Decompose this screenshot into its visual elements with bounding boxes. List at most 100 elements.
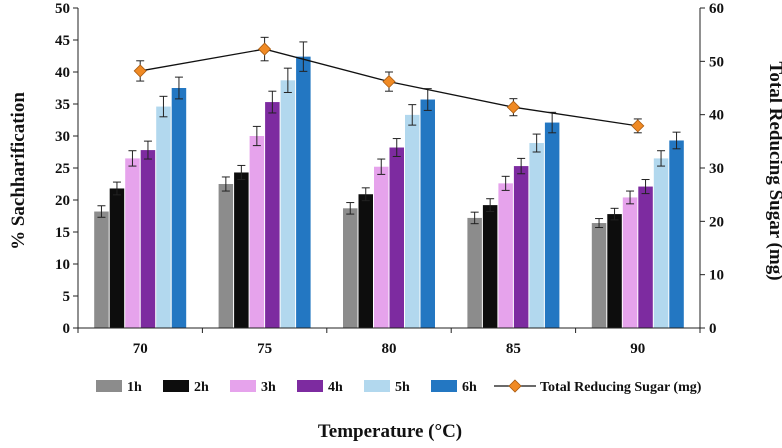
x-tick-label-80: 80 — [382, 341, 397, 357]
error-bar-4h-85 — [517, 157, 526, 175]
legend-label-4h: 4h — [328, 380, 343, 395]
error-bar-5h-80 — [408, 104, 417, 126]
legend-label-2h: 2h — [194, 380, 209, 395]
error-bar-3h-75 — [252, 125, 261, 147]
error-bar-5h-90 — [657, 150, 666, 167]
legend-swatch-3h — [230, 380, 256, 392]
x-tick-label-75: 75 — [257, 341, 272, 357]
y-axis-title: % Sachharification — [8, 92, 29, 250]
bar-5h-85 — [529, 143, 544, 328]
y2-tick-label: 40 — [709, 108, 724, 124]
legend-swatch-4h — [297, 380, 323, 392]
trs-marker-80 — [382, 75, 396, 89]
legend-marker-trs — [508, 379, 522, 393]
legend-item-trs: Total Reducing Sugar (mg) — [494, 379, 702, 395]
line-series-layer — [133, 36, 645, 134]
y2-tick-label: 60 — [709, 1, 724, 17]
x-tick-label-90: 90 — [630, 341, 645, 357]
legend-swatch-6h — [431, 380, 457, 392]
y2-tick-label: 50 — [709, 54, 724, 70]
error-bar-2h-70 — [112, 181, 121, 196]
bar-3h-85 — [498, 183, 513, 328]
bar-3h-70 — [125, 158, 140, 328]
legend-swatch-1h — [96, 380, 122, 392]
error-bar-1h-90 — [595, 218, 604, 229]
y-tick-label: 50 — [55, 1, 70, 17]
bar-1h-70 — [94, 211, 109, 328]
bar-2h-70 — [109, 188, 125, 328]
legend-item-3h: 3h — [230, 380, 276, 395]
error-bar-3h-70 — [128, 150, 137, 167]
error-bar-3h-85 — [501, 175, 510, 191]
bar-4h-80 — [389, 147, 404, 328]
trs-marker-90 — [631, 119, 645, 133]
bar-1h-90 — [591, 223, 607, 328]
trs-marker-85 — [506, 100, 520, 114]
bar-5h-80 — [405, 114, 420, 328]
error-bar-4h-90 — [641, 179, 650, 195]
legend-item-5h: 5h — [364, 380, 410, 395]
bar-6h-85 — [544, 122, 560, 328]
bar-2h-80 — [358, 194, 373, 328]
y-tick-label: 25 — [55, 161, 70, 177]
error-bar-5h-70 — [159, 95, 168, 118]
error-bar-4h-70 — [143, 140, 152, 160]
error-bar-1h-80 — [346, 202, 355, 215]
error-bar-3h-90 — [626, 190, 635, 205]
bar-5h-75 — [280, 80, 296, 328]
legend-swatch-2h — [163, 380, 189, 392]
y-tick-label: 35 — [55, 97, 70, 113]
error-bar-6h-70 — [174, 76, 183, 100]
error-bar-2h-90 — [610, 207, 619, 221]
y2-tick-label: 10 — [709, 268, 724, 284]
error-bar-1h-85 — [470, 211, 479, 225]
bar-2h-90 — [607, 214, 622, 328]
y-tick-label: 40 — [55, 65, 70, 81]
legend-item-4h: 4h — [297, 380, 343, 395]
bar-5h-90 — [653, 158, 669, 328]
error-bar-2h-85 — [486, 198, 495, 213]
error-bar-1h-75 — [221, 176, 230, 192]
bar-4h-85 — [513, 166, 529, 328]
bar-4h-75 — [265, 102, 280, 328]
error-bar-6h-90 — [672, 131, 681, 150]
bars-layer — [94, 56, 684, 329]
y-tick-label: 20 — [55, 193, 70, 209]
bar-3h-75 — [249, 136, 265, 328]
y-tick-label: 45 — [55, 33, 70, 49]
legend-label-6h: 6h — [462, 380, 477, 395]
bar-3h-90 — [622, 197, 638, 328]
bar-4h-70 — [140, 150, 156, 328]
y-tick-label: 5 — [63, 289, 71, 305]
bar-1h-75 — [218, 184, 234, 328]
tick-labels-layer: 0 5 10 15 20 25 30 35 40 45 50 0 10 20 30 40 50 60 70 75 80 8… — [55, 1, 724, 357]
bar-2h-85 — [482, 205, 498, 328]
y2-tick-label: 20 — [709, 214, 724, 230]
x-tick-label-85: 85 — [506, 341, 521, 357]
error-bar-1h-70 — [97, 205, 106, 218]
bar-4h-90 — [638, 186, 653, 328]
legend-label-trs: Total Reducing Sugar (mg) — [540, 380, 702, 395]
bar-6h-75 — [296, 56, 311, 328]
error-bar-6h-75 — [299, 41, 308, 72]
bar-5h-70 — [156, 106, 171, 328]
legend-item-1h: 1h — [96, 380, 142, 395]
bar-2h-75 — [234, 172, 249, 328]
x-tick-label-70: 70 — [133, 341, 148, 357]
error-bar-2h-80 — [361, 187, 370, 202]
y2-axis-title: Total Reducing Sugar (mg) — [765, 61, 782, 280]
legend: 1h 2h 3h 4h 5h 6h Total Reducing Sugar (mg) — [96, 379, 702, 395]
legend-label-5h: 5h — [395, 380, 410, 395]
y2-tick-label: 30 — [709, 161, 724, 177]
error-bar-5h-75 — [283, 67, 292, 93]
y-tick-label: 0 — [63, 321, 71, 337]
legend-item-6h: 6h — [431, 380, 477, 395]
error-bar-4h-80 — [392, 138, 401, 157]
error-bar-4h-75 — [268, 90, 277, 114]
x-axis-title: Temperature (°C) — [318, 421, 462, 442]
trs-marker-75 — [258, 42, 272, 56]
legend-label-3h: 3h — [261, 380, 276, 395]
bar-6h-90 — [669, 140, 684, 328]
error-bar-5h-85 — [532, 133, 541, 153]
